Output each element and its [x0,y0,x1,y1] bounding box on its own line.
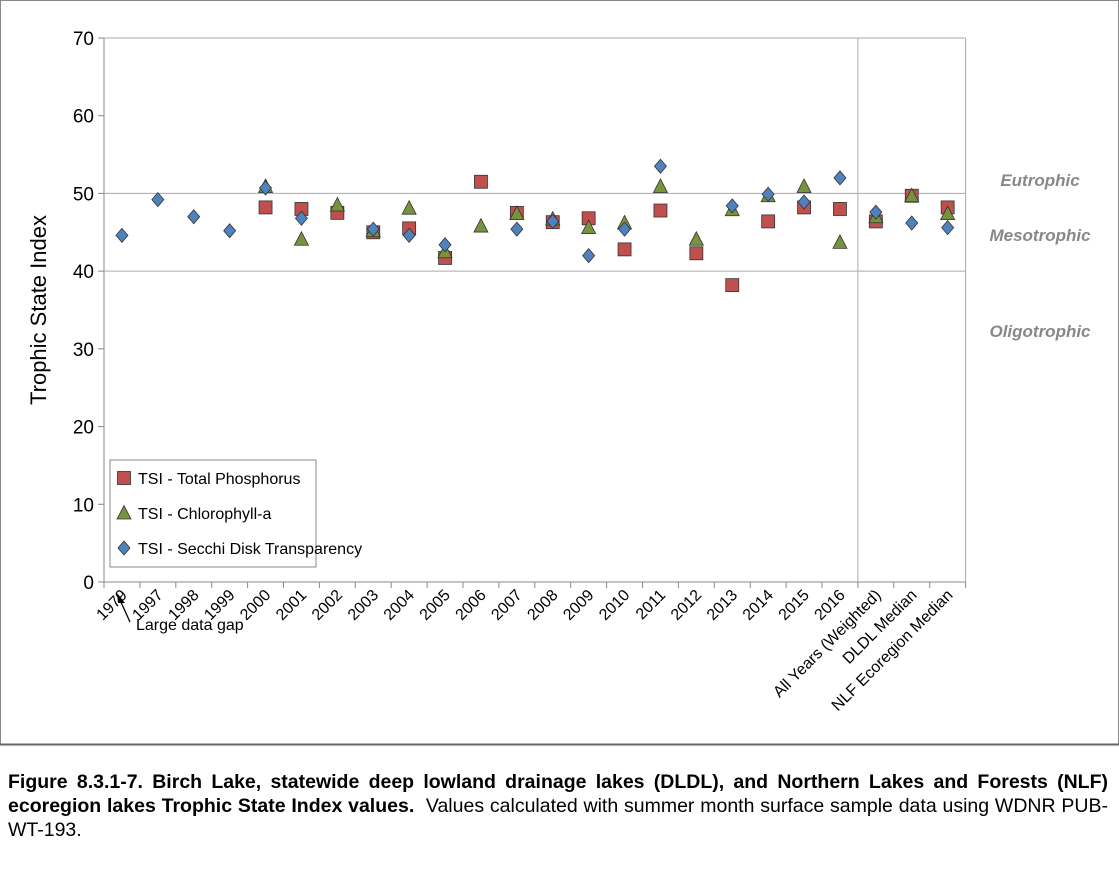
x-tick-label: 2010 [596,587,633,624]
marker-triangle [904,187,920,203]
marker-diamond [402,227,416,244]
marker-square [117,471,131,485]
x-tick-label: 2001 [273,587,310,624]
marker-diamond [510,221,524,237]
marker-triangle [939,205,956,221]
legend-box [109,459,317,568]
zone-label: Mesotrophic [989,226,1091,245]
marker-triangle [832,234,848,249]
marker-diamond [941,220,955,236]
marker-diamond [366,221,380,237]
marker-diamond [618,221,632,237]
marker-square [474,174,488,189]
y-tick-label: 50 [73,184,94,205]
marker-square [833,202,847,216]
marker-triangle [293,230,310,246]
marker-square [689,246,704,261]
y-tick-label: 10 [73,495,94,516]
marker-diamond [546,213,560,230]
annotation-arrow [119,599,131,623]
marker-diamond [582,247,596,264]
marker-diamond [797,194,811,210]
x-tick-label: 2015 [776,587,813,624]
marker-square [617,242,632,257]
x-tick-label: 2007 [488,587,525,624]
marker-square [258,200,273,215]
marker-diamond [725,198,739,214]
caption-label: Figure 8.3.1-7. Birch Lake, statewide de… [8,771,1108,817]
x-tick-label: 2011 [633,587,669,623]
x-tick-label: 2004 [381,587,418,624]
y-tick-label: 0 [83,573,94,594]
marker-triangle [796,178,812,193]
x-tick-label: 2009 [560,587,597,624]
marker-triangle [652,178,669,193]
marker-diamond [869,204,883,220]
x-tick-label: 2012 [668,587,705,624]
x-tick-label: 2006 [453,587,490,624]
marker-diamond [294,210,308,226]
marker-triangle [401,199,417,215]
marker-square [761,214,776,229]
marker-diamond [761,186,775,202]
marker-diamond [115,227,129,244]
x-tick-label: 2013 [704,587,741,624]
marker-triangle [473,217,489,233]
marker-diamond [833,170,847,186]
chart: Trophic State Index 0 10 20 30 40 50 60 70 Eutro… [0,0,1119,746]
y-tick-label: 30 [73,340,94,361]
x-tick-label: 2008 [524,587,561,624]
marker-triangle [329,196,346,212]
x-tick-label: 2005 [417,587,454,624]
caption: Figure 8.3.1-7. Birch Lake, statewide de… [8,770,1108,842]
marker-diamond [905,215,919,231]
y-tick-label: 20 [73,418,94,439]
marker-triangle [688,230,705,246]
zone-label: Oligotrophic [989,322,1091,341]
legend-label: TSI - Total Phosphorus [138,471,300,488]
marker-triangle [509,205,525,221]
caption-text: Values calculated with summer month surf… [8,795,1108,841]
marker-triangle [580,219,597,235]
marker-square [725,278,740,293]
x-tick-label: 1979 [94,587,131,624]
marker-square [653,203,668,218]
x-tick-label: 2003 [345,587,382,624]
x-tick-label: 2002 [309,587,346,624]
annotation-arrowhead [117,593,125,603]
y-tick-label: 70 [73,29,94,50]
marker-diamond [117,540,131,556]
y-tick-label: 40 [73,262,94,283]
marker-triangle [116,504,132,520]
zone-label: Eutrophic [1000,171,1080,190]
marker-diamond [438,237,452,253]
marker-diamond [151,192,165,208]
legend-label: TSI - Secchi Disk Transparency [138,541,362,558]
marker-diamond [653,158,667,174]
marker-diamond [259,180,273,196]
y-tick-label: 60 [73,107,94,128]
y-axis-label: Trophic State Index [26,215,51,405]
annotation: Large data gap [136,617,244,634]
marker-diamond [223,223,237,239]
x-tick-label: 2014 [740,587,777,624]
marker-diamond [187,209,201,225]
legend-label: TSI - Chlorophyll-a [138,506,271,523]
